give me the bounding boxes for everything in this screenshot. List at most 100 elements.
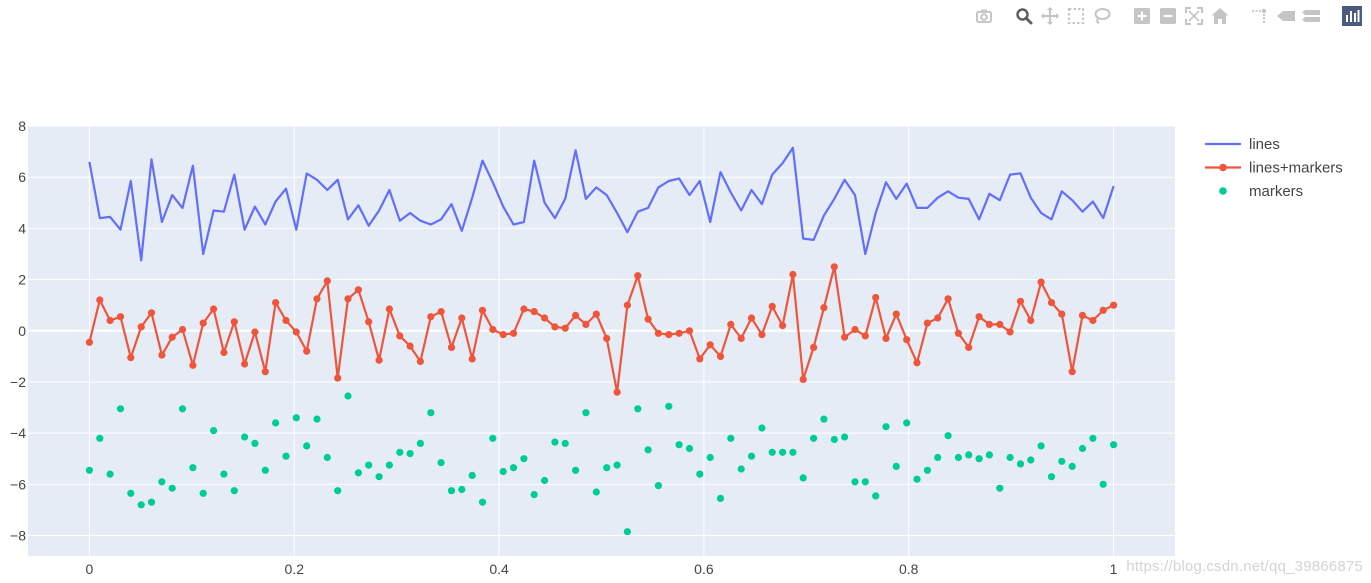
data-point[interactable]: [1068, 368, 1076, 376]
data-point[interactable]: [323, 277, 331, 285]
data-point[interactable]: [251, 328, 259, 336]
data-point[interactable]: [85, 466, 93, 474]
data-point[interactable]: [996, 320, 1004, 328]
data-point[interactable]: [468, 355, 476, 363]
box-select-icon[interactable]: [1063, 4, 1089, 28]
data-point[interactable]: [365, 318, 373, 326]
data-point[interactable]: [944, 295, 952, 303]
data-point[interactable]: [220, 470, 228, 478]
data-point[interactable]: [489, 434, 497, 442]
data-point[interactable]: [561, 439, 569, 447]
data-point[interactable]: [520, 305, 528, 313]
data-point[interactable]: [158, 478, 166, 486]
data-point[interactable]: [1099, 480, 1107, 488]
data-point[interactable]: [716, 494, 725, 502]
data-point[interactable]: [913, 475, 921, 483]
data-point[interactable]: [830, 263, 838, 271]
data-point[interactable]: [541, 476, 549, 485]
data-point[interactable]: [509, 464, 518, 472]
data-point[interactable]: [437, 459, 445, 467]
data-point[interactable]: [582, 320, 590, 328]
legend-item[interactable]: lines: [1205, 136, 1280, 153]
data-point[interactable]: [696, 470, 704, 478]
data-point[interactable]: [572, 466, 580, 474]
data-point[interactable]: [406, 450, 414, 458]
data-point[interactable]: [613, 461, 621, 469]
data-point[interactable]: [427, 409, 435, 417]
data-point[interactable]: [1027, 456, 1035, 464]
data-point[interactable]: [354, 469, 362, 477]
data-point[interactable]: [975, 455, 983, 463]
legend-item[interactable]: lines+markers: [1205, 160, 1343, 177]
data-point[interactable]: [675, 441, 683, 449]
data-point[interactable]: [478, 306, 487, 314]
pan-icon[interactable]: [1037, 4, 1063, 28]
data-point[interactable]: [820, 415, 828, 423]
data-point[interactable]: [747, 452, 756, 460]
data-point[interactable]: [1078, 311, 1087, 319]
data-point[interactable]: [882, 334, 890, 342]
zoom-out-icon[interactable]: [1155, 4, 1181, 28]
data-point[interactable]: [282, 452, 290, 460]
data-point[interactable]: [168, 333, 176, 341]
hover-compare-icon[interactable]: [1299, 4, 1325, 28]
data-point[interactable]: [178, 405, 187, 413]
data-point[interactable]: [747, 314, 756, 322]
data-point[interactable]: [613, 388, 621, 396]
data-point[interactable]: [427, 313, 435, 321]
data-point[interactable]: [934, 314, 942, 322]
spike-lines-icon[interactable]: [1247, 4, 1273, 28]
data-point[interactable]: [509, 329, 518, 337]
data-point[interactable]: [706, 341, 714, 349]
data-point[interactable]: [799, 474, 807, 482]
data-point[interactable]: [768, 448, 776, 456]
data-point[interactable]: [303, 347, 311, 355]
data-point[interactable]: [230, 487, 238, 495]
data-point[interactable]: [996, 484, 1004, 492]
data-point[interactable]: [199, 489, 207, 497]
data-point[interactable]: [944, 432, 952, 440]
data-point[interactable]: [344, 392, 352, 400]
data-point[interactable]: [396, 448, 404, 456]
data-point[interactable]: [416, 439, 424, 447]
data-point[interactable]: [416, 357, 424, 366]
data-point[interactable]: [882, 423, 890, 431]
data-point[interactable]: [923, 319, 932, 327]
data-point[interactable]: [623, 301, 632, 309]
data-point[interactable]: [458, 485, 466, 494]
data-point[interactable]: [592, 488, 600, 496]
data-point[interactable]: [810, 434, 818, 442]
data-point[interactable]: [437, 308, 445, 316]
data-point[interactable]: [1006, 328, 1014, 336]
data-point[interactable]: [1037, 278, 1045, 286]
data-point[interactable]: [292, 414, 300, 422]
data-point[interactable]: [116, 313, 125, 321]
data-point[interactable]: [147, 309, 156, 317]
data-point[interactable]: [396, 332, 404, 340]
data-point[interactable]: [789, 448, 797, 456]
data-point[interactable]: [799, 375, 807, 383]
data-point[interactable]: [116, 405, 125, 413]
data-point[interactable]: [644, 315, 652, 323]
data-point[interactable]: [810, 343, 818, 351]
data-point[interactable]: [1006, 453, 1014, 462]
data-point[interactable]: [1110, 441, 1118, 449]
data-point[interactable]: [1016, 460, 1025, 468]
data-point[interactable]: [954, 329, 963, 337]
data-point[interactable]: [478, 498, 487, 506]
data-point[interactable]: [675, 329, 683, 337]
data-point[interactable]: [1016, 297, 1025, 305]
data-point[interactable]: [385, 461, 393, 469]
data-point[interactable]: [830, 435, 838, 444]
data-point[interactable]: [313, 415, 321, 423]
data-point[interactable]: [489, 325, 497, 334]
data-point[interactable]: [716, 352, 725, 360]
data-point[interactable]: [137, 323, 145, 331]
data-point[interactable]: [634, 405, 642, 413]
data-point[interactable]: [758, 331, 766, 339]
data-point[interactable]: [985, 451, 994, 459]
data-point[interactable]: [644, 446, 652, 454]
data-point[interactable]: [282, 316, 290, 325]
data-point[interactable]: [1047, 299, 1056, 307]
data-point[interactable]: [137, 501, 145, 509]
